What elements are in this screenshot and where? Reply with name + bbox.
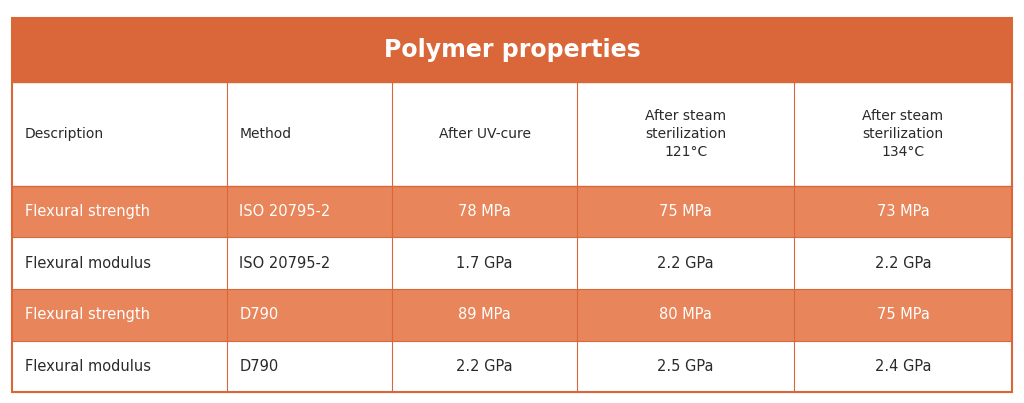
Text: Method: Method (240, 127, 292, 141)
Text: ISO 20795-2: ISO 20795-2 (240, 204, 331, 219)
Bar (12, 82, 1012, 186)
Text: Flexural strength: Flexural strength (25, 307, 150, 322)
Bar (12, 186, 1012, 237)
Bar (12, 18, 1012, 82)
Text: After steam
sterilization
134°C: After steam sterilization 134°C (862, 109, 943, 159)
Text: 2.5 GPa: 2.5 GPa (657, 359, 714, 374)
Bar (12, 341, 1012, 392)
Text: 75 MPa: 75 MPa (659, 204, 712, 219)
Text: After steam
sterilization
121°C: After steam sterilization 121°C (645, 109, 726, 159)
Bar (12, 237, 1012, 289)
Text: Flexural strength: Flexural strength (25, 204, 150, 219)
Bar (12, 289, 1012, 341)
Text: ISO 20795-2: ISO 20795-2 (240, 256, 331, 271)
Text: 2.2 GPa: 2.2 GPa (457, 359, 513, 374)
Text: Flexural modulus: Flexural modulus (25, 359, 151, 374)
Text: 75 MPa: 75 MPa (877, 307, 930, 322)
Text: After UV-cure: After UV-cure (438, 127, 530, 141)
Text: Polymer properties: Polymer properties (384, 38, 640, 62)
Text: 73 MPa: 73 MPa (877, 204, 930, 219)
Text: 1.7 GPa: 1.7 GPa (457, 256, 513, 271)
Text: 2.2 GPa: 2.2 GPa (657, 256, 714, 271)
Text: Flexural modulus: Flexural modulus (25, 256, 151, 271)
Text: D790: D790 (240, 359, 279, 374)
Text: D790: D790 (240, 307, 279, 322)
Text: 2.4 GPa: 2.4 GPa (874, 359, 931, 374)
Text: Description: Description (25, 127, 103, 141)
Text: 80 MPa: 80 MPa (659, 307, 712, 322)
Text: 89 MPa: 89 MPa (458, 307, 511, 322)
Text: 78 MPa: 78 MPa (458, 204, 511, 219)
Text: 2.2 GPa: 2.2 GPa (874, 256, 932, 271)
